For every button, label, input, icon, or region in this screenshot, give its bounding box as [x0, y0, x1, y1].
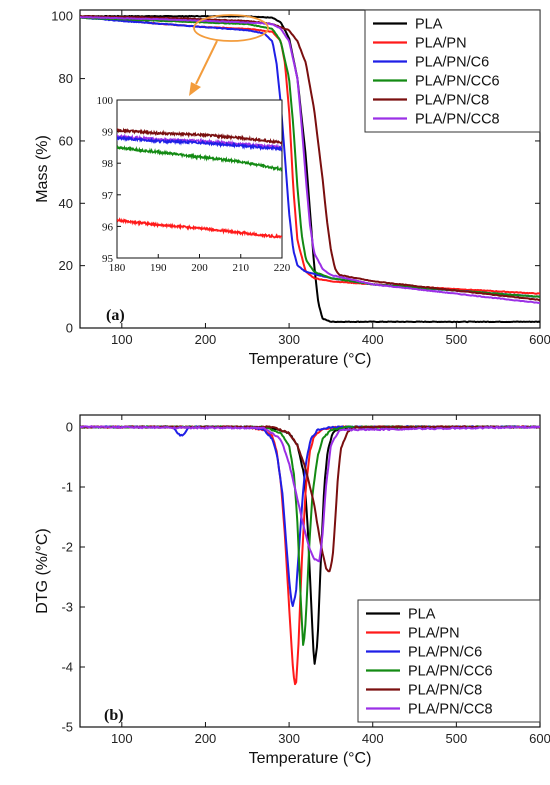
y-tick-label: 0: [66, 420, 73, 435]
legend-box: [364, 9, 541, 133]
y-tick-label: 80: [59, 71, 73, 86]
series-lines: [80, 425, 540, 686]
y-tick-label: 100: [51, 9, 73, 24]
inset-frame: [116, 99, 283, 259]
zoom-arrow-shaft: [195, 40, 218, 85]
y-tick-label: -2: [61, 540, 73, 555]
y-tick-label: -4: [61, 660, 73, 675]
inset-x-tick-label: 190: [150, 262, 167, 274]
series-line-pla-pn-cc8: [80, 15, 540, 305]
legend-box: [357, 599, 541, 723]
legend-label-pla-pn-cc6: PLA/PN/CC6: [408, 664, 493, 680]
legend: PLA PLA/PN PLA/PN/C6 PLA/PN/CC6 PLA/PN/C8 PLA…: [357, 599, 541, 723]
zoom-callout: [189, 14, 269, 96]
y-tick-label: 20: [59, 258, 73, 273]
inset-y-tick-label: 98: [102, 158, 114, 170]
inset-y-tick-label: 96: [102, 221, 114, 233]
y-axis-title: Mass (%): [34, 135, 51, 203]
legend: PLA PLA/PN PLA/PN/C6 PLA/PN/CC6 PLA/PN/C8 PLA…: [364, 9, 541, 133]
y-tick-label: 0: [66, 321, 73, 336]
x-tick-label: 300: [278, 731, 300, 746]
x-tick-label: 400: [362, 731, 384, 746]
inset-y-tick-label: 100: [97, 95, 114, 107]
legend-label-pla-pn-c8: PLA/PN/C8: [415, 93, 489, 109]
legend-label-pla-pn-c8: PLA/PN/C8: [408, 683, 482, 699]
y-tick-label: 60: [59, 133, 73, 148]
y-tick-label: -3: [61, 600, 73, 615]
panel-1: 100 200 300 400 500 600 0 -1 -2 -3 -4 -5 Temperature…: [34, 414, 550, 767]
y-axis-title: DTG (%/°C): [34, 528, 51, 614]
x-tick-label: 100: [111, 332, 133, 347]
inset-line-pla-pn-c6: [117, 135, 282, 152]
inset-series-lines: [117, 127, 282, 240]
panel-label: (a): [106, 307, 125, 324]
inset-x-tick-label: 220: [274, 262, 291, 274]
panel-label: (b): [104, 707, 124, 724]
legend-label-pla-pn-c6: PLA/PN/C6: [408, 645, 482, 661]
series-line-pla-pn-c8: [80, 15, 540, 302]
inset-line-pla-pn: [117, 217, 282, 240]
panel-0: 100 200 300 400 500 600 0 20 40 60 80 100 Temperatur…: [34, 9, 550, 368]
inset-x-tick-label: 210: [233, 262, 250, 274]
inset-y-tick-label: 95: [102, 253, 114, 265]
legend-label-pla-pn: PLA/PN: [415, 36, 467, 52]
x-tick-label: 600: [529, 731, 550, 746]
x-axis: 100 200 300 400 500 600: [111, 415, 550, 746]
inset-plot: 180 190 200 210 220 95 96 97 98 99 100: [97, 95, 291, 274]
zoom-arrow-head: [189, 82, 201, 96]
legend-label-pla-pn-cc8: PLA/PN/CC8: [415, 112, 500, 128]
x-tick-label: 500: [446, 731, 468, 746]
inset-y-tick-label: 97: [102, 190, 114, 202]
inset-line-pla-pn-cc6: [117, 145, 282, 172]
y-tick-label: 40: [59, 196, 73, 211]
x-axis-title: Temperature (°C): [249, 750, 372, 767]
inset-line-pla-pn-c8: [117, 127, 282, 145]
legend-label-pla-pn-c6: PLA/PN/C6: [415, 55, 489, 71]
zoom-ellipse: [193, 14, 269, 42]
x-axis-title: Temperature (°C): [249, 351, 372, 368]
y-tick-label: -1: [61, 480, 73, 495]
inset-x-tick-label: 200: [191, 262, 208, 274]
plot-frame: [79, 414, 541, 728]
inset-y-tick-label: 99: [102, 127, 114, 139]
x-tick-label: 200: [195, 332, 217, 347]
x-tick-label: 600: [529, 332, 550, 347]
series-line-pla-pn-cc8: [80, 425, 540, 563]
legend-label-pla-pn: PLA/PN: [408, 626, 460, 642]
x-tick-label: 300: [278, 332, 300, 347]
legend-label-pla: PLA: [408, 607, 436, 623]
x-tick-label: 100: [111, 731, 133, 746]
legend-label-pla-pn-cc8: PLA/PN/CC8: [408, 702, 493, 718]
legend-label-pla-pn-cc6: PLA/PN/CC6: [415, 74, 500, 90]
x-axis: 100 200 300 400 500 600: [111, 10, 550, 347]
series-line-pla: [80, 14, 540, 324]
series-lines: [80, 14, 540, 324]
plot-frame: [79, 9, 541, 329]
y-tick-label: -5: [61, 720, 73, 735]
inset-x-tick-label: 180: [109, 262, 126, 274]
x-tick-label: 500: [446, 332, 468, 347]
legend-label-pla: PLA: [415, 17, 443, 33]
x-tick-label: 400: [362, 332, 384, 347]
x-tick-label: 200: [195, 731, 217, 746]
